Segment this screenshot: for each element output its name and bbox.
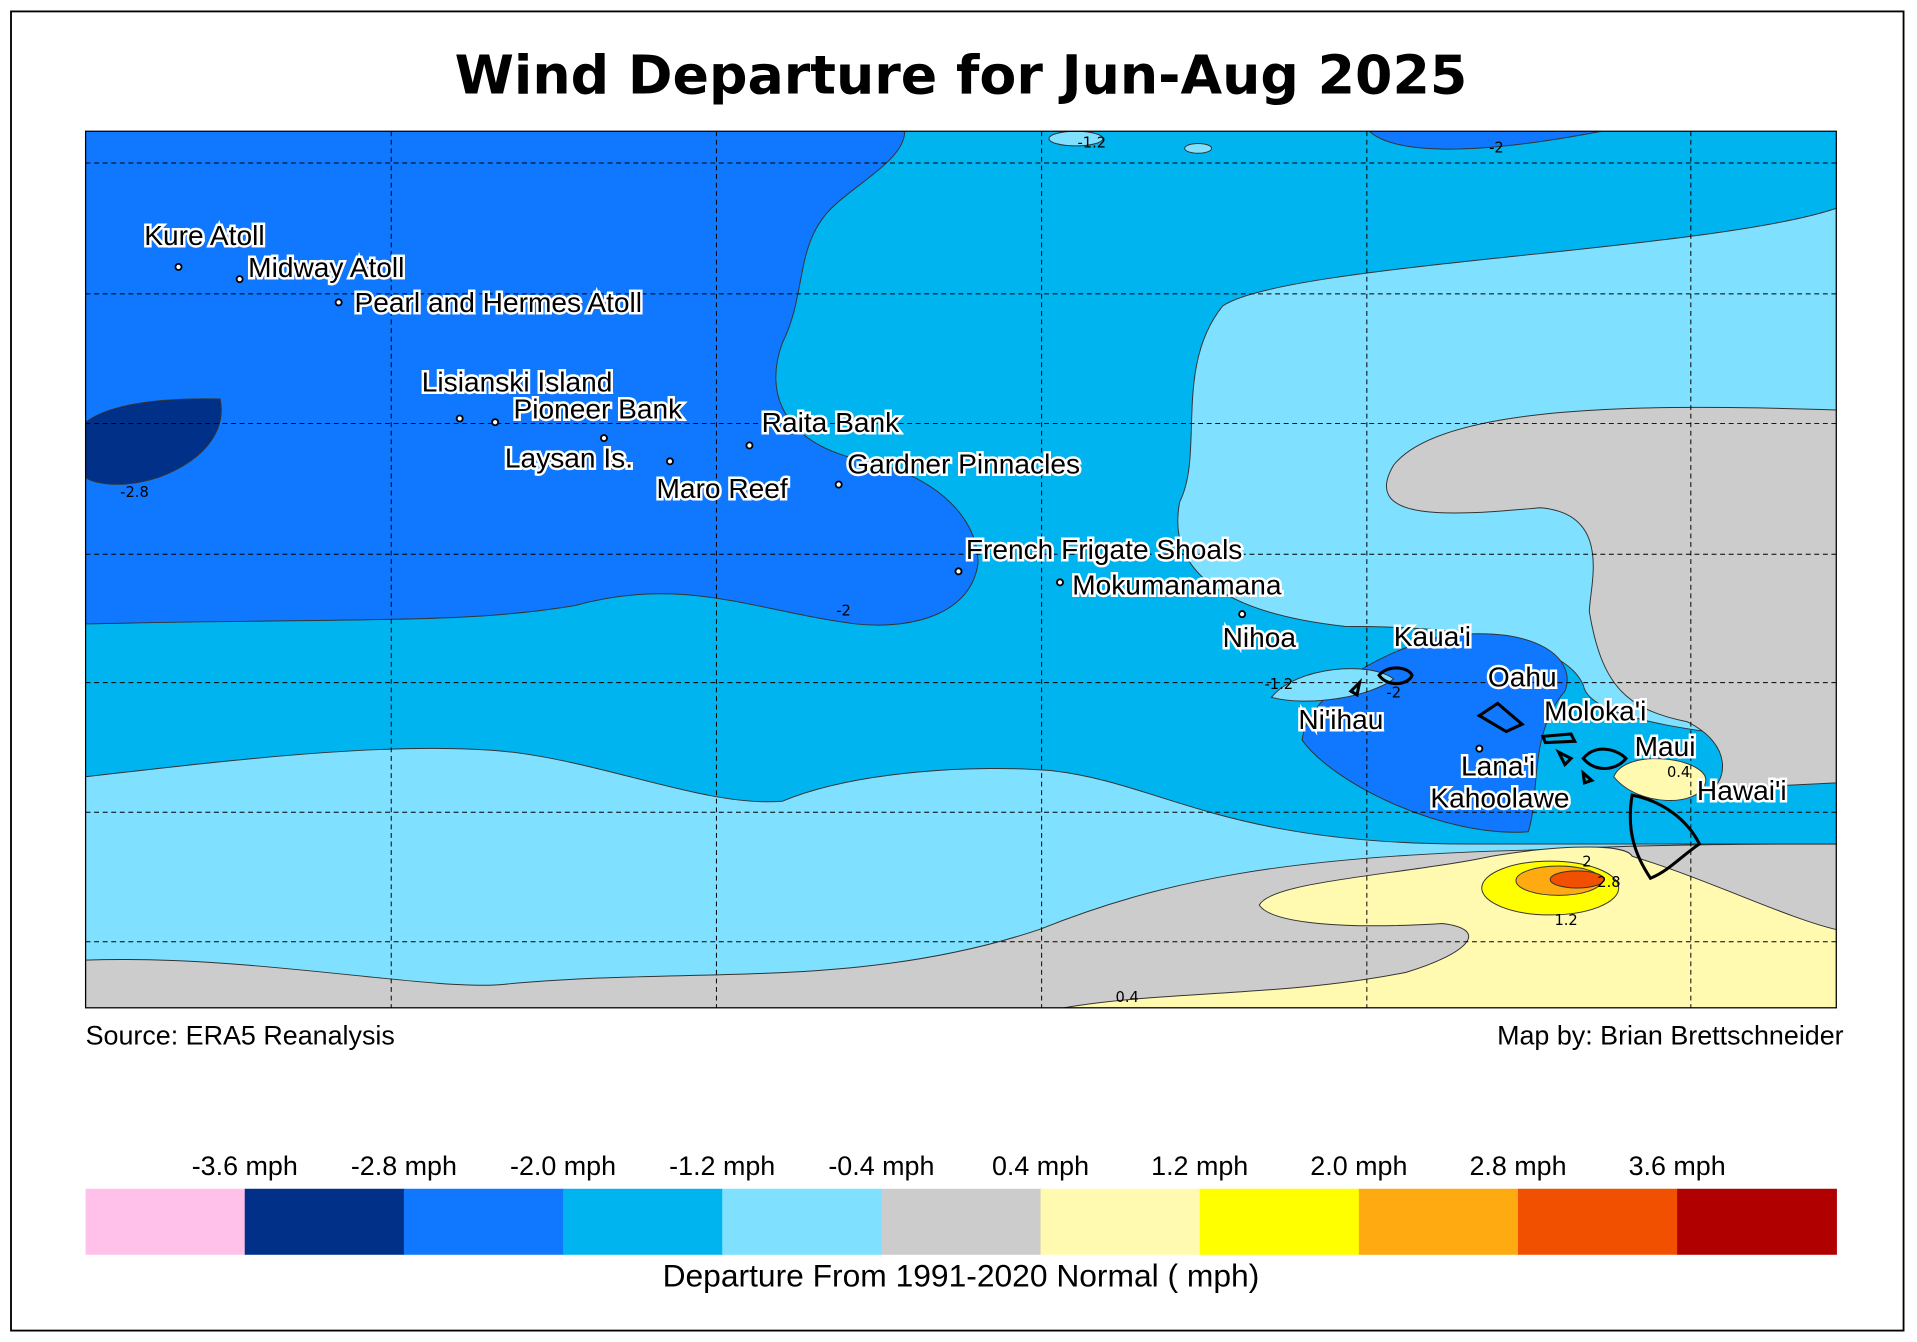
place-label: Moloka'i xyxy=(1544,696,1646,727)
place-marker xyxy=(954,567,963,576)
band xyxy=(85,131,979,626)
place-marker xyxy=(1056,578,1064,587)
place-label: Maui xyxy=(1635,731,1696,762)
place-label: Midway Atoll xyxy=(248,252,404,283)
contour-label: -1.2 xyxy=(1077,134,1106,151)
colorbar-label: -3.6 mph xyxy=(192,1151,298,1181)
place-marker xyxy=(665,457,674,466)
place-label: Pearl and Hermes Atoll xyxy=(355,287,642,318)
colorbar-swatch xyxy=(881,1188,1042,1255)
place-marker xyxy=(1475,744,1484,753)
band xyxy=(1048,131,1104,147)
band xyxy=(1386,406,1837,790)
band xyxy=(85,398,222,485)
map-border xyxy=(84,130,1837,1009)
place-marker xyxy=(174,262,183,271)
credit: Map by: Brian Brettschneider xyxy=(1497,1020,1844,1050)
colorbar-swatch xyxy=(563,1188,723,1255)
colorbar-swatch xyxy=(244,1188,405,1255)
colorbar-swatch xyxy=(85,1188,246,1255)
place-marker xyxy=(599,434,608,443)
colorbar-label: 1.2 mph xyxy=(1151,1151,1248,1181)
colorbar-swatch xyxy=(1677,1188,1837,1255)
place-label: Hawai'i xyxy=(1697,775,1787,806)
place-marker xyxy=(491,418,500,427)
place-label: Laysan Is. xyxy=(505,443,633,474)
title: Wind Departure for Jun-Aug 2025 xyxy=(455,43,1468,106)
place-label: French Frigate Shoals xyxy=(966,534,1243,565)
graticule xyxy=(85,131,1837,1008)
band xyxy=(1368,131,1602,150)
colorbar-label: -1.2 mph xyxy=(669,1151,775,1181)
place-label: Nihoa xyxy=(1223,622,1297,653)
contour-label: 0.4 xyxy=(1116,989,1139,1006)
contour-label: 2 xyxy=(1582,853,1591,870)
islands xyxy=(1348,666,1702,881)
place-label: Kure Atoll xyxy=(144,220,264,251)
colorbar-swatch xyxy=(1517,1188,1678,1255)
place-label: Lana'i xyxy=(1461,751,1535,782)
place-label: Gardner Pinnacles xyxy=(847,449,1080,480)
contour-label: -1.2 xyxy=(1265,676,1294,693)
colorbar-label: 2.0 mph xyxy=(1310,1151,1407,1181)
colorbar-swatch xyxy=(1040,1188,1201,1255)
place-marker xyxy=(745,441,754,450)
contour-label: 0.4 xyxy=(1667,764,1690,781)
band xyxy=(1184,142,1213,154)
place-marker xyxy=(455,414,464,423)
place-marker xyxy=(334,298,343,307)
place-label: Kahoolawe xyxy=(1430,782,1569,813)
place-label: Pioneer Bank xyxy=(513,394,683,425)
contour-label: 2.8 xyxy=(1597,874,1620,891)
place-label: Lisianski Island xyxy=(422,367,613,398)
colorbar-label: -2.8 mph xyxy=(351,1151,457,1181)
colorbar-label: 0.4 mph xyxy=(992,1151,1089,1181)
source: Source: ERA5 Reanalysis xyxy=(86,1020,395,1050)
colorbar-swatch xyxy=(403,1188,564,1255)
contour-label: 1.2 xyxy=(1554,912,1577,929)
contour-label: -2 xyxy=(1386,685,1401,702)
place-label: Oahu xyxy=(1488,661,1557,692)
place-marker xyxy=(235,275,244,284)
contour-label: -2 xyxy=(836,603,851,620)
place-label: Ni'ihau xyxy=(1298,704,1383,735)
map xyxy=(85,131,1837,1008)
colorbar-swatch xyxy=(1358,1188,1519,1255)
place-label: Mokumanamana xyxy=(1072,570,1282,601)
colorbar-swatch xyxy=(722,1188,882,1255)
place-marker xyxy=(1238,610,1247,619)
legend-title: Departure From 1991-2020 Normal ( mph) xyxy=(663,1257,1260,1293)
place-label: Maro Reef xyxy=(657,473,788,504)
place-label: Raita Bank xyxy=(762,407,900,438)
place-label: Kaua'i xyxy=(1394,621,1471,652)
colorbar-swatch xyxy=(1199,1188,1360,1255)
contour-label: -2.8 xyxy=(120,484,149,501)
band xyxy=(1063,846,1837,1008)
contour-label: -2 xyxy=(1489,139,1504,156)
band xyxy=(1549,870,1605,889)
colorbar-label: -2.0 mph xyxy=(510,1151,616,1181)
colorbar-label: 2.8 mph xyxy=(1469,1151,1566,1181)
overlay: -2.8 -1.2 -2 -2 -1.2 -2 0.4 2 2.8 1.2 0.4 Kure Atol… xyxy=(120,134,1789,1006)
band xyxy=(1613,758,1707,801)
colorbar-label: -0.4 mph xyxy=(828,1151,934,1181)
colorbar-label: 3.6 mph xyxy=(1629,1151,1726,1181)
place-marker xyxy=(834,480,843,489)
band xyxy=(1270,668,1395,702)
